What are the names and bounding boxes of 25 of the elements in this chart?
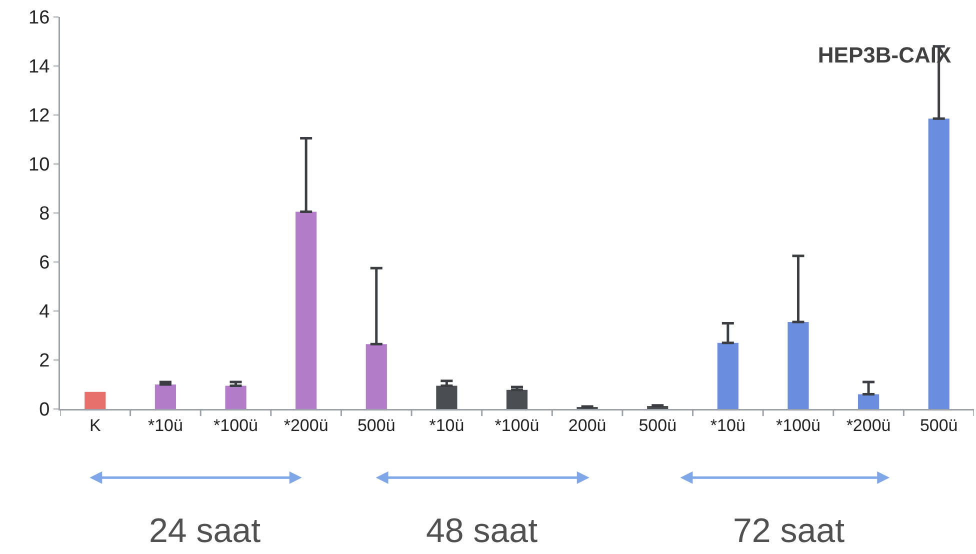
x-tick-label: *10ü [710,416,746,435]
y-tick-label: 4 [39,302,50,323]
x-tick-label: *10ü [429,416,464,435]
y-tick-label: 10 [28,154,50,176]
x-tick-label: 200ü [568,416,606,435]
y-tick-label: 14 [28,56,50,78]
x-tick-label: *10ü [148,416,183,435]
x-tick-label: *200ü [284,416,328,435]
x-tick-label: K [89,416,102,435]
x-tick-label: *100ü [494,416,540,435]
text: 48 saat [426,512,538,550]
x-tick-label: *100ü [776,416,820,435]
y-tick-label: 2 [39,350,50,372]
x-tick-label: *100ü [214,416,258,435]
x-tick-label: 500ü [357,416,396,435]
y-tick-label: 12 [28,106,50,127]
x-tick-label: 500ü [920,416,958,435]
x-tick-label: 500ü [638,416,677,435]
x-tick-label: *200ü [846,416,891,435]
y-tick-label: 6 [39,252,50,274]
y-tick-label: 8 [39,204,50,225]
text: 72 saat [733,512,846,550]
text: 24 saat [149,512,262,550]
y-tick-label: 0 [39,400,50,421]
y-tick-label: 16 [28,8,50,29]
